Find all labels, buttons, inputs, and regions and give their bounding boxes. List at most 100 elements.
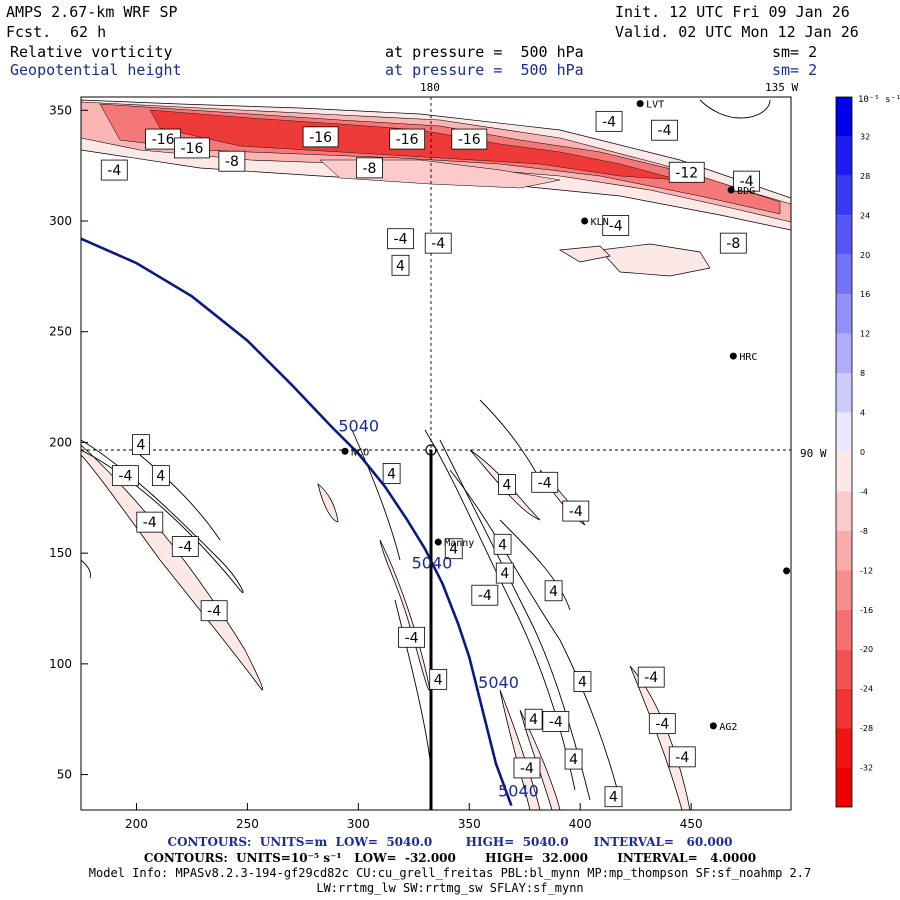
vorticity-label: -4 (424, 232, 452, 254)
svg-text:-4: -4 (655, 717, 669, 733)
svg-text:-4: -4 (675, 750, 689, 766)
svg-text:-16: -16 (396, 132, 419, 148)
svg-text:4: 4 (396, 258, 405, 274)
vorticity-label: 4 (604, 786, 623, 808)
geopotential-height-contour-5040 (81, 237, 513, 807)
vorticity-label: -8 (719, 232, 747, 254)
vorticity-label: -16 (174, 137, 210, 159)
vorticity-label: 4 (498, 474, 516, 495)
footer-physics-info: LW:rrtmg_lw SW:rrtmg_sw SFLAY:sf_mynn (316, 881, 584, 895)
svg-text:4: 4 (498, 537, 507, 553)
footer-model-info: Model Info: MPASv8.2.3-194-gf29cd82c CU:… (88, 866, 812, 880)
vorticity-label: -4 (542, 711, 570, 732)
svg-text:-4: -4 (520, 761, 534, 777)
svg-text:4: 4 (549, 584, 558, 600)
colorbar-swatch (836, 609, 852, 650)
svg-text:-4: -4 (478, 588, 492, 604)
station-marker (341, 447, 349, 455)
vorticity-label: -4 (562, 500, 590, 522)
colorbar-swatch (836, 373, 852, 413)
svg-text:-4: -4 (538, 475, 552, 491)
vorticity-label: -4 (398, 626, 425, 648)
field2-pressure: at pressure = 500 hPa (385, 61, 584, 79)
svg-text:-8: -8 (362, 161, 376, 177)
field2-smooth: sm= 2 (772, 61, 818, 79)
vorticity-label: -4 (637, 666, 665, 688)
colorbar-tick-label: -8 (860, 527, 868, 536)
vorticity-label: -4 (531, 471, 559, 493)
station-label: BDG (737, 186, 755, 197)
colorbar-swatch (836, 294, 852, 334)
svg-text:4: 4 (500, 566, 509, 582)
colorbar-unit-label: 10⁻⁵ s⁻¹ (858, 95, 900, 105)
vorticity-label: 4 (544, 580, 563, 602)
colorbar-swatch (836, 570, 852, 610)
svg-text:-4: -4 (107, 163, 121, 179)
svg-text:-4: -4 (143, 515, 157, 531)
colorbar-tick-label: -28 (860, 724, 873, 733)
colorbar-tick-label: 20 (860, 251, 870, 260)
vorticity-label: 4 (564, 748, 583, 770)
footer-vorticity-contours: CONTOURS: UNITS=10⁻⁵ s⁻¹ LOW= -32.000 HI… (143, 851, 757, 865)
colorbar-swatch (836, 215, 852, 255)
svg-text:4: 4 (156, 469, 165, 485)
station-marker (636, 100, 644, 108)
svg-text:4: 4 (578, 675, 587, 691)
vorticity-label: 4 (132, 434, 150, 456)
station-marker (709, 722, 717, 730)
station-marker (783, 567, 791, 575)
vorticity-label: -4 (100, 159, 128, 181)
vorticity-label: -4 (595, 110, 623, 132)
colorbar-tick-label: 24 (860, 211, 870, 220)
station-marker (434, 538, 442, 546)
station-label: HRC (739, 352, 757, 363)
vorticity-label: -4 (733, 170, 761, 192)
svg-text:-4: -4 (405, 630, 419, 646)
svg-text:4: 4 (609, 790, 618, 806)
svg-text:-4: -4 (609, 218, 623, 234)
colorbar-swatch (836, 688, 852, 729)
svg-text:-8: -8 (726, 236, 740, 252)
vorticity-label: -4 (648, 713, 676, 735)
y-tick-label: 200 (49, 435, 72, 449)
colorbar-swatch (836, 333, 852, 374)
height-contour-label: 5040 (478, 673, 519, 692)
svg-text:4: 4 (529, 712, 538, 728)
station-label: Manny (444, 538, 474, 549)
colorbar-swatch (836, 136, 852, 176)
height-contour-labels: 5040 5040 5040 5040 (338, 416, 538, 800)
vorticity-label: -16 (389, 128, 426, 150)
vorticity-label: -4 (602, 215, 630, 236)
footer-height-contours: CONTOURS: UNITS=m LOW= 5040.0 HIGH= 5040… (167, 835, 733, 849)
height-contour-label: 5040 (412, 554, 453, 573)
svg-text:4: 4 (434, 672, 443, 688)
colorbar-swatch (836, 767, 852, 807)
colorbar-swatch (836, 728, 852, 768)
vorticity-label: -8 (218, 150, 246, 172)
svg-text:-16: -16 (309, 130, 332, 146)
field2-name: Geopotential height (10, 61, 182, 79)
colorbar-tick-label: -4 (860, 487, 868, 496)
x-tick-label: 400 (569, 817, 592, 831)
vorticity-label: 4 (493, 533, 512, 555)
colorbar-frame (835, 96, 853, 808)
vorticity-label: -4 (200, 600, 228, 622)
colorbar-tick-label: -24 (860, 685, 873, 694)
colorbar-tick-label: -16 (860, 606, 873, 615)
x-tick-label: 250 (236, 817, 259, 831)
vorticity-label: -4 (471, 584, 499, 606)
field1-pressure: at pressure = 500 hPa (385, 43, 584, 61)
colorbar-swatch (836, 452, 852, 492)
svg-text:4: 4 (503, 478, 512, 494)
colorbar-tick-label: 8 (860, 369, 865, 378)
svg-text:-16: -16 (458, 132, 481, 148)
plot-frame (80, 96, 792, 811)
plot-area: -16-16-16 -16 -16-8 -8-4-4-4-4-4 -44-12-4-84… (81, 97, 791, 810)
y-tick-label: 300 (49, 214, 72, 228)
colorbar-swatch (836, 491, 852, 531)
svg-text:-4: -4 (207, 604, 221, 620)
colorbar-tick-label: 28 (860, 172, 870, 181)
height-contour-label: 5040 (498, 782, 539, 801)
colorbar-tick-label: 4 (860, 409, 865, 418)
